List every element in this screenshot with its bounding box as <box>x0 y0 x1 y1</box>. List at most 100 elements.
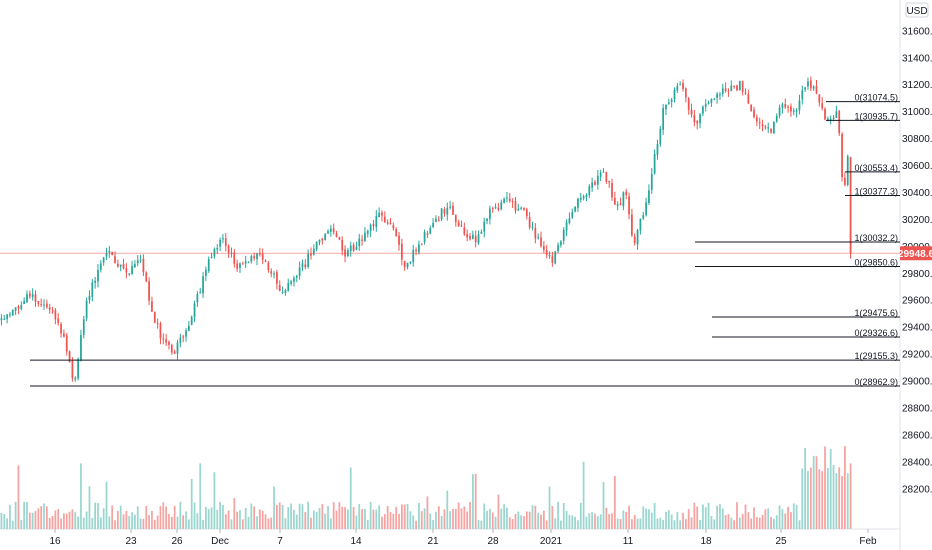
level-lines[interactable]: 0(31074.5) 1(30935.7) 0(30553.4) 1(30377.3)… <box>30 93 900 387</box>
candle-body <box>750 104 753 111</box>
candle-body <box>193 303 196 318</box>
volume-bar <box>119 505 122 529</box>
price-axis[interactable]: 31600.0 31400.0 31200.0 31000.0 30800.0 30600… <box>902 26 932 495</box>
candle-body <box>298 267 301 276</box>
volume-bar <box>227 510 230 529</box>
volume-bar <box>60 518 62 529</box>
candle-body <box>355 247 358 250</box>
candle-body <box>466 233 469 238</box>
candle-body <box>525 209 528 217</box>
candle-body <box>74 377 77 380</box>
volume-bar <box>471 474 474 529</box>
candle-body <box>551 255 554 263</box>
volume-bar <box>631 519 633 529</box>
volume-bar <box>750 518 753 529</box>
volume-bar <box>74 512 77 529</box>
candle-body <box>233 252 236 264</box>
candle-body <box>596 175 599 185</box>
candle-body <box>378 213 381 218</box>
volume-bar <box>821 471 824 529</box>
candle-body <box>534 227 537 239</box>
candle-body <box>631 214 633 236</box>
candle-body <box>730 85 733 91</box>
candle-body <box>565 222 568 231</box>
volume-bar <box>307 501 310 529</box>
candle-body <box>68 351 71 363</box>
volume-bar <box>222 504 224 529</box>
candle-body <box>190 316 193 325</box>
volume-bar <box>477 520 480 529</box>
volume-bar <box>724 515 727 529</box>
volume-bar <box>682 512 684 529</box>
volume-bar <box>383 514 386 529</box>
volume-bar <box>17 465 20 529</box>
volume-bar <box>491 512 494 529</box>
volume-bar <box>565 510 568 529</box>
time-axis[interactable]: 16 23 26 Dec 7 14 21 28 2021 11 18 25 Feb <box>49 529 877 547</box>
candle-body <box>395 229 398 237</box>
volume-bar <box>0 512 3 529</box>
candle-body <box>622 192 625 207</box>
volume-bar <box>156 515 159 529</box>
candle-body <box>457 221 460 227</box>
level-line-label: 0(30553.4) <box>854 163 898 173</box>
volume-bar <box>636 518 639 529</box>
time-tick-label: 2021 <box>540 536 563 547</box>
volume-bar <box>369 501 372 529</box>
volume-bar <box>136 506 139 529</box>
currency-label[interactable]: USD <box>905 2 929 18</box>
candle-body <box>270 271 273 274</box>
level-line-label: 1(29475.6) <box>854 308 898 318</box>
volume-bar <box>40 506 43 529</box>
candle-body <box>17 306 20 309</box>
candle-body <box>531 226 534 228</box>
candle-body <box>719 94 721 96</box>
candle-body <box>798 100 801 111</box>
volume-bar <box>787 506 789 529</box>
candle-body <box>71 361 74 379</box>
volume-bar <box>523 516 525 529</box>
volume-bar <box>611 513 613 529</box>
volume-bar <box>349 467 352 529</box>
volume-bar <box>375 509 378 529</box>
candle-body <box>755 117 758 122</box>
volume-bar <box>483 503 486 529</box>
candle-body <box>599 172 602 177</box>
candle-body <box>222 238 224 240</box>
candle-body <box>679 84 682 86</box>
volume-bar <box>648 509 650 529</box>
candle-body <box>747 94 750 104</box>
candle-body <box>199 292 202 294</box>
level-line-label: 1(30377.3) <box>854 187 898 197</box>
volume-bar <box>392 513 395 529</box>
candle-body <box>432 222 434 228</box>
candle-body <box>151 301 153 312</box>
volume-bar <box>65 513 68 529</box>
candle-body <box>506 197 508 199</box>
volume-bar <box>480 520 483 529</box>
candle-body <box>293 277 295 282</box>
candle-body <box>65 335 68 352</box>
volume-bar <box>258 509 261 529</box>
volume-bar <box>23 501 26 529</box>
volume-bar <box>551 506 554 529</box>
candle-body <box>474 236 477 243</box>
candle-body <box>548 255 551 257</box>
candle-body <box>0 318 3 321</box>
volume-bar <box>579 502 582 529</box>
candle-body <box>398 235 400 245</box>
candle-body <box>261 253 264 260</box>
volume-bars <box>0 446 852 529</box>
candle-body <box>497 207 500 210</box>
candle-body <box>574 206 576 212</box>
volume-bar <box>34 511 37 529</box>
candle-body <box>48 307 51 310</box>
volume-bar <box>540 514 542 529</box>
candle-body <box>489 208 491 219</box>
volume-bar <box>486 510 488 529</box>
candle-body <box>403 260 406 268</box>
volume-bar <box>667 510 670 529</box>
candle-body <box>162 338 165 340</box>
candle-body <box>406 262 409 268</box>
